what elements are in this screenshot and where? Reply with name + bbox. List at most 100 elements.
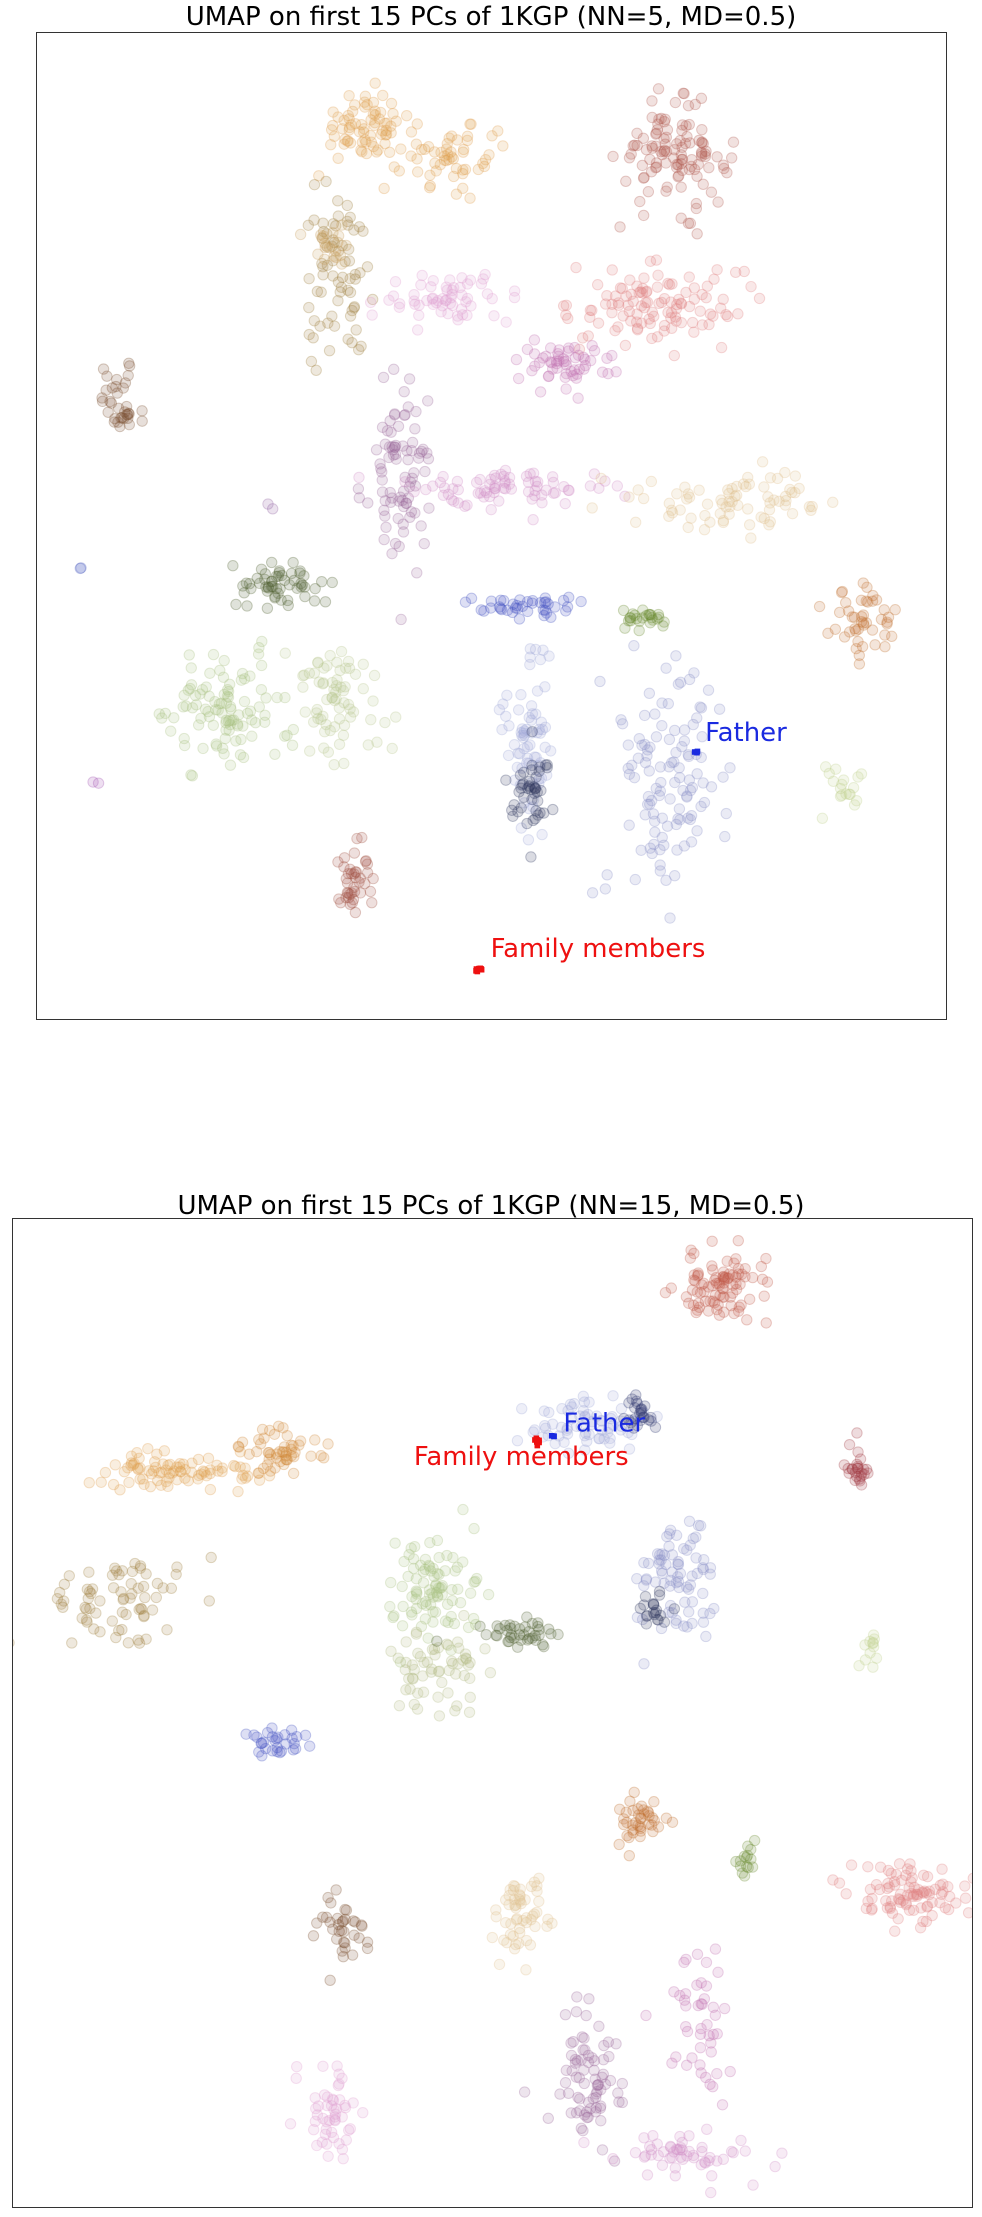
- data-point: [697, 137, 709, 150]
- data-point: [452, 314, 464, 326]
- data-point: [241, 600, 253, 612]
- data-point: [571, 368, 583, 380]
- data-point: [553, 355, 565, 367]
- data-point: [264, 1448, 277, 1461]
- data-point: [200, 681, 212, 693]
- data-point: [584, 354, 597, 367]
- data-point: [526, 597, 538, 609]
- data-point: [638, 1580, 650, 1592]
- data-point: [551, 357, 563, 370]
- data-point: [650, 162, 662, 174]
- data-point: [117, 412, 130, 425]
- data-point: [734, 1860, 747, 1872]
- data-point: [515, 802, 527, 814]
- data-point: [500, 316, 512, 328]
- data-point: [851, 1458, 863, 1471]
- data-point: [150, 1591, 162, 1604]
- data-point: [603, 2050, 615, 2063]
- data-point: [534, 597, 547, 609]
- data-point: [224, 701, 237, 713]
- data-point: [259, 568, 271, 580]
- umap-panel-nn5: UMAP on first 15 PCs of 1KGP (NN=5, MD=0…: [0, 0, 982, 1030]
- data-point: [849, 1466, 862, 1478]
- data-point: [523, 757, 535, 769]
- data-point: [595, 1414, 607, 1427]
- data-point: [599, 475, 611, 487]
- data-point: [642, 186, 655, 198]
- data-point: [81, 1616, 93, 1628]
- data-point: [837, 774, 850, 786]
- data-point: [264, 1465, 277, 1477]
- data-point: [694, 1287, 707, 1299]
- data-point: [508, 291, 521, 304]
- data-point: [516, 779, 528, 791]
- data-point: [444, 274, 456, 286]
- data-point: [305, 355, 318, 368]
- population-cluster: [431, 1611, 564, 1653]
- data-point: [529, 763, 542, 776]
- data-point: [661, 820, 674, 832]
- data-point: [287, 1440, 299, 1452]
- data-point: [437, 470, 449, 483]
- data-point: [389, 439, 402, 452]
- population-cluster: [659, 1234, 774, 1329]
- data-point: [663, 497, 675, 510]
- data-point: [889, 1925, 901, 1937]
- data-point: [162, 1480, 174, 1493]
- data-point: [719, 1271, 732, 1283]
- data-point: [696, 136, 708, 148]
- data-point: [439, 295, 452, 307]
- data-point: [853, 658, 866, 670]
- data-point: [322, 317, 334, 329]
- data-point: [574, 2093, 586, 2105]
- data-point: [663, 733, 676, 746]
- data-point: [171, 1561, 183, 1573]
- data-point: [562, 342, 575, 354]
- data-point: [335, 281, 348, 294]
- data-point: [210, 738, 222, 750]
- data-point: [528, 334, 541, 346]
- data-point: [507, 598, 519, 610]
- data-point: [326, 240, 338, 252]
- data-point: [531, 685, 544, 697]
- data-point: [171, 1461, 183, 1473]
- data-point: [152, 1474, 164, 1487]
- data-point: [950, 1897, 962, 1909]
- data-point: [937, 1886, 949, 1898]
- data-point: [339, 681, 351, 693]
- data-point: [711, 2028, 723, 2040]
- data-point: [422, 1632, 434, 1644]
- data-point: [629, 1817, 642, 1829]
- data-point: [529, 751, 541, 763]
- data-point: [624, 612, 636, 624]
- data-point: [190, 699, 203, 711]
- data-point: [398, 409, 411, 422]
- data-point: [575, 595, 587, 608]
- data-point: [523, 711, 535, 724]
- data-point: [716, 2099, 729, 2111]
- data-point: [568, 1397, 580, 1410]
- data-point: [411, 166, 424, 178]
- data-point: [324, 1916, 336, 1928]
- data-point: [629, 873, 641, 886]
- data-point: [623, 1443, 636, 1455]
- data-point: [410, 405, 422, 418]
- data-point: [122, 412, 134, 425]
- data-point: [235, 674, 248, 686]
- data-point: [676, 141, 688, 154]
- data-point: [379, 137, 391, 150]
- data-point: [422, 453, 435, 465]
- data-point: [125, 1457, 138, 1469]
- data-point: [704, 1607, 716, 1620]
- data-point: [571, 1991, 583, 2003]
- data-point: [842, 605, 855, 617]
- data-point: [134, 1462, 146, 1474]
- data-point: [526, 493, 538, 505]
- data-point: [230, 598, 242, 611]
- highlight-point: [478, 966, 485, 973]
- data-point: [283, 579, 296, 591]
- data-point: [380, 521, 392, 533]
- data-point: [333, 738, 346, 751]
- data-point: [441, 1549, 453, 1562]
- data-point: [255, 563, 268, 575]
